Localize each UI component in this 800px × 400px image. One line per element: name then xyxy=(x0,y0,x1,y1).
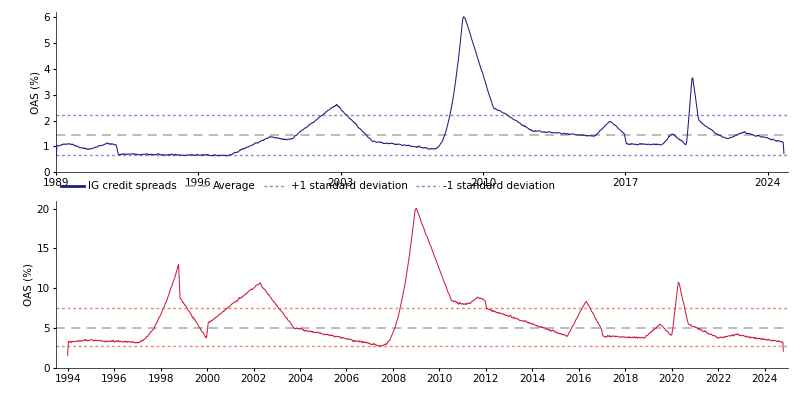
Legend: IG credit spreads, Average, +1 standard deviation, -1 standard deviation: IG credit spreads, Average, +1 standard … xyxy=(62,182,555,192)
Y-axis label: OAS (%): OAS (%) xyxy=(24,263,34,306)
Y-axis label: OAS (%): OAS (%) xyxy=(30,70,40,114)
